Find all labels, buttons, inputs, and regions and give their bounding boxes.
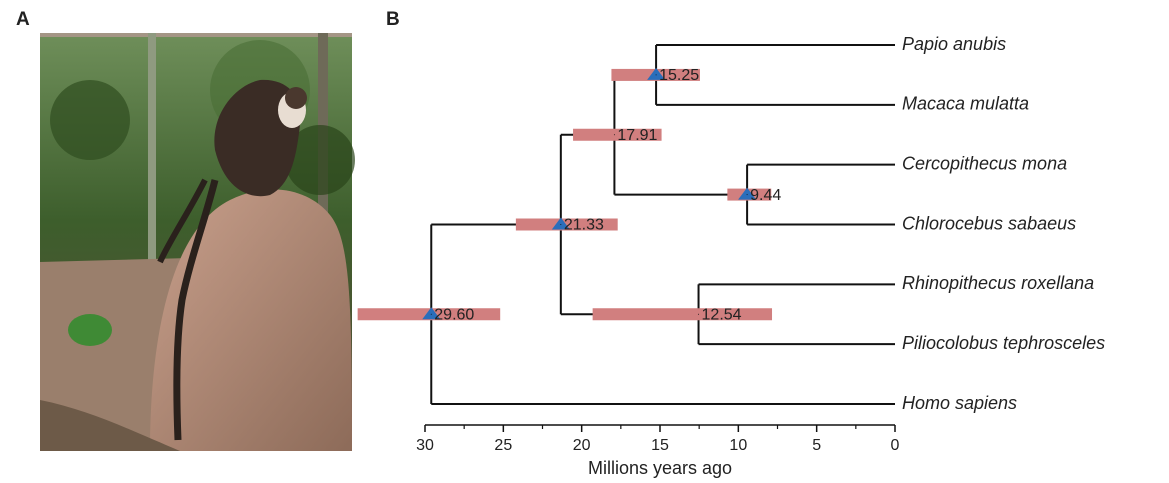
panel-label: B (386, 9, 400, 30)
calibration-marker (422, 307, 441, 320)
x-axis-title: Millions years ago (588, 458, 732, 478)
calibration-marker (647, 67, 666, 80)
x-tick-label: 15 (651, 437, 669, 454)
age-label: 15.25 (659, 67, 699, 84)
leaf-label: Macaca mulatta (902, 94, 1029, 114)
age-label: 17.91 (617, 127, 657, 144)
node (430, 313, 432, 315)
calibration-marker (551, 217, 570, 230)
x-tick-label: 20 (573, 437, 591, 454)
age-label: 12.54 (702, 306, 742, 323)
leaf-label: Chlorocebus sabaeus (902, 213, 1076, 233)
node (746, 194, 748, 196)
ci-bar (592, 308, 773, 321)
leaf-label: Rhinopithecus roxellana (902, 273, 1094, 293)
age-label: 21.33 (564, 217, 604, 234)
leaf-label: Piliocolobus tephrosceles (902, 333, 1105, 353)
age-label: 9.44 (750, 187, 781, 204)
ci-bar (515, 218, 618, 231)
x-tick-label: 5 (812, 437, 821, 454)
panel-label: A (16, 9, 30, 30)
x-tick-label: 10 (729, 437, 747, 454)
node (613, 134, 615, 136)
node (560, 224, 562, 225)
leaf-label: Homo sapiens (902, 393, 1017, 413)
age-label: 29.60 (434, 306, 474, 323)
ci-bar (573, 128, 662, 141)
node (655, 74, 657, 76)
node (698, 313, 700, 315)
photo (40, 33, 355, 452)
x-tick-label: 25 (494, 437, 512, 454)
leaf-label: Cercopithecus mona (902, 153, 1067, 173)
x-tick-label: 30 (416, 437, 434, 454)
leaf-label: Papio anubis (902, 34, 1006, 54)
calibration-marker (738, 187, 757, 200)
x-tick-label: 0 (891, 437, 900, 454)
